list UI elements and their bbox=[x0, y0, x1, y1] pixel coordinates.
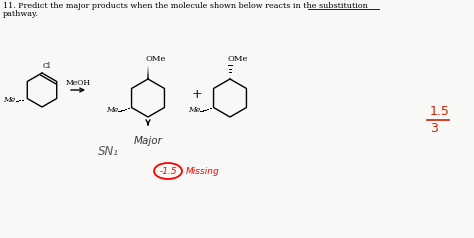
Text: SN₁: SN₁ bbox=[98, 145, 119, 158]
Text: pathway.: pathway. bbox=[3, 10, 39, 18]
Text: MeOH: MeOH bbox=[65, 79, 91, 87]
Text: Major: Major bbox=[134, 136, 163, 146]
Text: Cl: Cl bbox=[43, 62, 51, 70]
Text: 11. Predict the major products when the molecule shown below reacts in the subst: 11. Predict the major products when the … bbox=[3, 2, 368, 10]
Text: Missing: Missing bbox=[186, 167, 220, 175]
Text: OMe: OMe bbox=[228, 55, 248, 63]
Text: Me: Me bbox=[106, 106, 118, 114]
Text: -1.5: -1.5 bbox=[159, 167, 177, 175]
Text: 3: 3 bbox=[430, 122, 438, 135]
Text: +: + bbox=[191, 89, 202, 101]
Polygon shape bbox=[147, 65, 149, 79]
Text: OMe: OMe bbox=[146, 55, 166, 63]
Text: 1.5: 1.5 bbox=[430, 105, 450, 118]
Text: Me: Me bbox=[188, 106, 201, 114]
Text: Me: Me bbox=[3, 96, 15, 104]
